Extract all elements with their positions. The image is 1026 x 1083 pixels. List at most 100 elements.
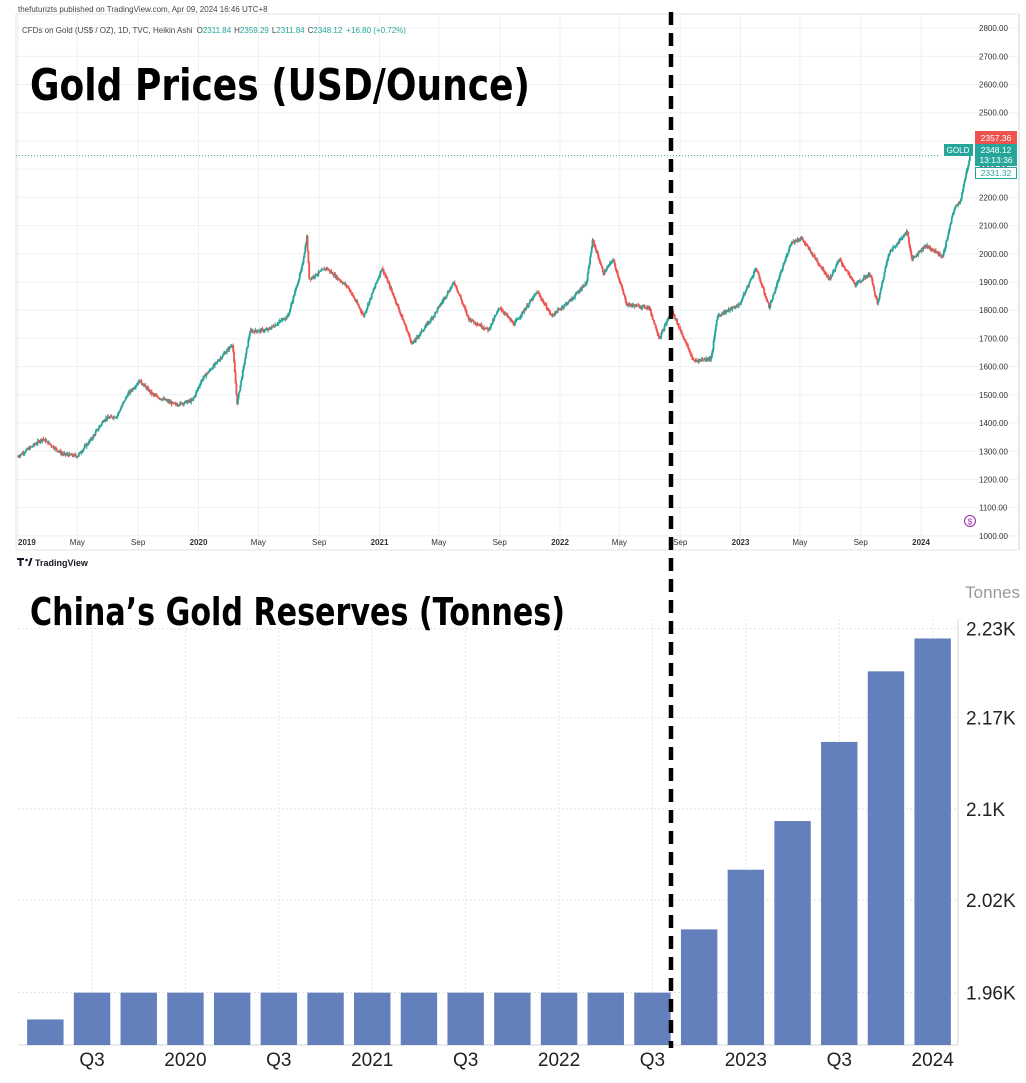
price-candle	[380, 271, 383, 273]
price-candle	[50, 444, 53, 447]
price-candle	[280, 320, 283, 322]
price-candle	[304, 246, 307, 253]
price-candle	[23, 452, 26, 454]
price-candle	[813, 255, 816, 258]
price-candle	[36, 443, 38, 445]
price-candle	[536, 292, 538, 294]
event-marker-icon[interactable]	[964, 515, 976, 527]
price-candle	[458, 293, 461, 296]
price-candle	[119, 410, 121, 412]
price-candle	[237, 397, 239, 404]
price-candle	[399, 311, 402, 314]
price-candle	[108, 417, 111, 419]
price-candle	[748, 282, 751, 287]
price-candle	[878, 293, 881, 299]
price-candle	[56, 449, 59, 452]
price-candle	[32, 443, 35, 446]
price-candle	[551, 314, 554, 316]
price-candle	[370, 298, 372, 300]
price-candle	[425, 324, 428, 327]
reserves-bar	[540, 992, 578, 1045]
price-tick-label: 2600.00	[979, 81, 1008, 90]
price-candle	[165, 399, 167, 401]
price-candle	[393, 297, 396, 299]
price-candle	[374, 283, 377, 287]
price-candle	[309, 278, 311, 280]
price-candle	[403, 321, 406, 324]
price-candle	[66, 453, 69, 455]
price-candle	[653, 320, 656, 324]
time-tick-label: May	[70, 538, 85, 547]
price-candle	[556, 309, 559, 313]
price-candle	[390, 287, 393, 291]
price-candle	[872, 283, 875, 287]
price-candle	[686, 344, 689, 346]
price-candle	[586, 273, 589, 281]
price-candle	[140, 380, 143, 384]
price-candle	[703, 359, 705, 361]
reserves-time-axis: Q3 2020 Q3 2021 Q3 2022 Q3 2023 Q3 2024	[79, 1050, 954, 1071]
price-candle	[394, 297, 397, 302]
price-candle	[645, 307, 648, 309]
price-candle	[345, 284, 348, 287]
price-candle	[497, 309, 500, 312]
price-candle	[910, 251, 913, 257]
price-candle	[855, 282, 858, 286]
price-candle	[824, 273, 827, 275]
price-candle	[401, 315, 404, 321]
price-candle	[654, 324, 657, 329]
price-candle	[873, 286, 876, 292]
price-candle	[490, 323, 493, 327]
price-candle	[583, 285, 586, 287]
symbol-badge	[944, 144, 973, 156]
price-candle	[455, 285, 458, 289]
price-candle	[952, 212, 955, 215]
price-candle	[822, 268, 825, 272]
price-candle	[89, 440, 91, 442]
price-candle	[906, 231, 909, 233]
price-candle	[862, 276, 865, 280]
price-candle	[365, 310, 368, 313]
price-candle	[854, 282, 857, 286]
price-candle	[789, 245, 792, 247]
price-candle	[768, 306, 771, 308]
price-candle	[662, 329, 665, 331]
price-candle	[677, 323, 680, 328]
price-candle	[775, 283, 778, 288]
price-candle	[661, 331, 663, 334]
price-candle	[707, 359, 710, 361]
price-candle	[207, 372, 209, 374]
price-tick-label: 1100.00	[979, 504, 1008, 513]
event-marker-icon-glyph: $	[968, 518, 973, 527]
price-candle	[341, 282, 344, 284]
price-candle	[756, 269, 758, 272]
price-candle	[190, 399, 193, 403]
gold-price-panel: 1000.00 1100.00 1200.00 1300.00 1400.00 1500.…	[15, 5, 1020, 568]
price-candle	[620, 282, 622, 286]
price-candle	[210, 369, 212, 371]
price-candle	[524, 309, 527, 311]
price-candle	[848, 273, 851, 276]
price-candle	[183, 402, 186, 405]
price-candle	[366, 304, 369, 309]
price-candle	[893, 246, 896, 248]
price-candle	[62, 454, 65, 456]
price-candle	[857, 281, 860, 283]
price-candle	[85, 443, 88, 447]
price-candle	[927, 245, 929, 248]
price-candle	[542, 300, 545, 302]
price-candle	[779, 273, 781, 277]
price-candle	[141, 383, 144, 385]
price-candle	[149, 390, 152, 393]
price-candle	[887, 255, 890, 259]
price-tick-label: 2100.00	[979, 222, 1008, 231]
price-candle	[422, 330, 425, 332]
price-candle	[35, 443, 38, 445]
price-candle	[461, 299, 463, 303]
price-candle	[289, 308, 292, 312]
price-candle	[841, 263, 844, 265]
reserves-bar-series	[27, 638, 951, 1045]
price-candle	[156, 395, 159, 397]
price-candle	[666, 320, 669, 322]
price-candle	[335, 275, 338, 279]
